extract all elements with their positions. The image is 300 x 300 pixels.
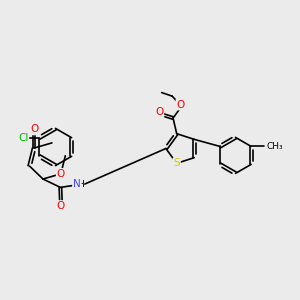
Text: O: O (155, 107, 164, 117)
Text: O: O (30, 124, 38, 134)
Text: O: O (57, 201, 65, 211)
Text: O: O (57, 169, 65, 179)
Text: S: S (173, 158, 180, 168)
Text: N: N (73, 179, 81, 189)
Text: H: H (77, 180, 84, 189)
Text: O: O (176, 100, 185, 110)
Text: Cl: Cl (18, 133, 28, 143)
Text: CH₃: CH₃ (266, 142, 283, 151)
